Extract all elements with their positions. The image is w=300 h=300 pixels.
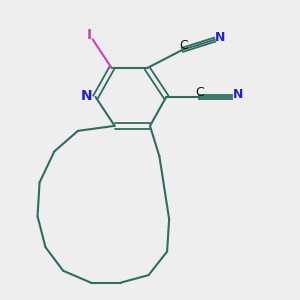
Text: C: C — [179, 39, 188, 52]
Text: N: N — [215, 31, 225, 44]
Text: I: I — [87, 28, 92, 42]
Text: N: N — [232, 88, 243, 101]
Text: N: N — [81, 88, 92, 103]
Text: C: C — [196, 86, 204, 99]
